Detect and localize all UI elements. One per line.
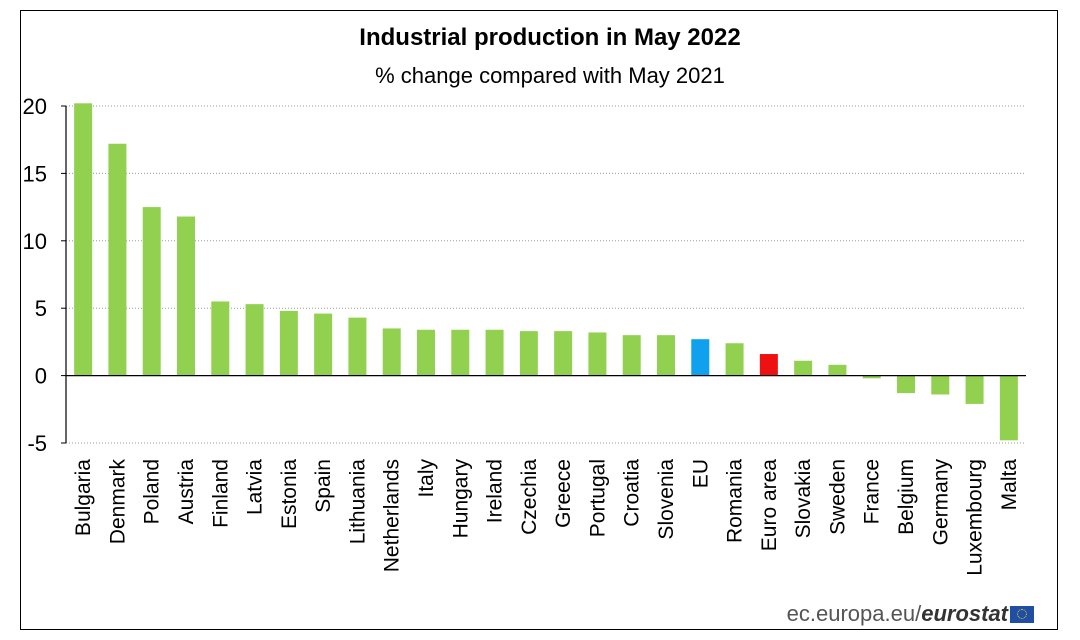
y-tick-label: 5	[35, 296, 47, 321]
x-tick-label: Ireland	[484, 459, 507, 523]
source-brand: eurostat	[921, 601, 1008, 626]
x-tick-label: Finland	[209, 459, 232, 528]
x-tick-label: Spain	[312, 459, 335, 513]
x-tick-label: Malta	[998, 459, 1021, 511]
bar-italy	[417, 329, 435, 376]
bar-malta	[999, 375, 1018, 441]
bar-germany	[931, 375, 950, 395]
x-tick-label: Euro area	[758, 459, 781, 552]
grid-lines	[66, 105, 1026, 444]
x-tick-label: Czechia	[518, 459, 541, 535]
x-tick-label: Romania	[724, 459, 747, 543]
x-tick-label: Netherlands	[381, 459, 404, 572]
x-tick-label: Slovakia	[792, 459, 815, 539]
x-tick-label: Greece	[552, 459, 575, 528]
y-tick-label: 0	[35, 364, 47, 389]
x-tick-label: Denmark	[106, 459, 129, 545]
y-tick-label: 10	[23, 229, 47, 254]
bar-euro-area	[759, 354, 778, 376]
bar-ireland	[485, 329, 504, 376]
x-tick-label: Estonia	[278, 459, 301, 529]
x-tick-label: Hungary	[449, 459, 472, 539]
eu-flag-icon	[1010, 605, 1034, 623]
x-tick-label: Croatia	[621, 459, 644, 527]
x-tick-label: Bulgaria	[72, 459, 95, 536]
x-tick-label: Slovenia	[655, 459, 678, 540]
chart-title: Industrial production in May 2022	[359, 24, 741, 51]
source-credit: ec.europa.eu/eurostat	[787, 601, 1034, 627]
bar-romania	[725, 343, 744, 376]
bar-netherlands	[382, 328, 401, 376]
x-tick-label: Latvia	[244, 459, 267, 515]
y-tick-label: 15	[23, 161, 47, 186]
bar-croatia	[622, 335, 641, 376]
x-tick-label: Lithuania	[346, 459, 369, 545]
x-tick-label: Austria	[175, 459, 198, 525]
bar-bulgaria	[74, 103, 93, 376]
bar-greece	[554, 331, 573, 376]
bar-estonia	[279, 310, 298, 376]
x-tick-label: Poland	[141, 459, 164, 524]
y-axis-ticks: -5 0 5 10 15 20	[23, 94, 66, 456]
chart-frame	[20, 10, 1058, 630]
bar-slovenia	[657, 335, 675, 376]
x-tick-label: Italy	[415, 459, 438, 498]
bar-poland	[142, 207, 161, 376]
chart-subtitle: % change compared with May 2021	[375, 63, 725, 88]
x-tick-label: EU	[689, 459, 712, 488]
x-tick-label: Belgium	[895, 459, 918, 535]
bar-slovakia	[794, 360, 813, 376]
bar-austria	[177, 216, 195, 376]
bar-lithuania	[348, 317, 367, 376]
bar-denmark	[108, 143, 127, 376]
y-tick-label: 20	[23, 94, 47, 119]
x-tick-label: Portugal	[586, 459, 609, 537]
bar-spain	[314, 313, 333, 376]
source-url: ec.europa.eu/	[786, 601, 922, 626]
bar-eu	[691, 339, 710, 376]
bars	[74, 103, 1018, 441]
bar-finland	[211, 301, 230, 376]
x-tick-label: Sweden	[826, 459, 849, 535]
y-tick-label: -5	[27, 431, 47, 456]
bar-czechia	[519, 331, 538, 376]
x-axis-labels: Bulgaria Denmark Poland Austria Finland Latvi…	[72, 459, 1021, 576]
bar-hungary	[451, 329, 470, 376]
x-tick-label: Germany	[929, 459, 952, 546]
bar-latvia	[245, 304, 264, 376]
bar-sweden	[828, 364, 847, 376]
x-tick-label: Luxembourg	[964, 459, 987, 576]
bar-france	[862, 375, 881, 379]
bar-belgium	[897, 375, 915, 394]
bar-portugal	[588, 332, 607, 376]
x-tick-label: France	[861, 459, 884, 524]
bar-luxembourg	[965, 375, 984, 404]
